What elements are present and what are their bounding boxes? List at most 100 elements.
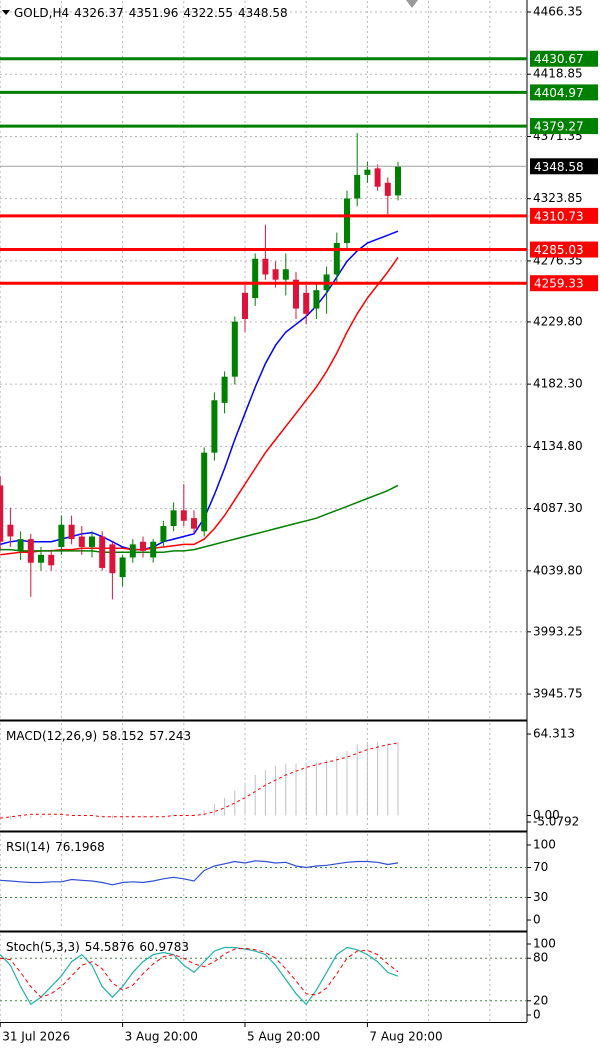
candle-body bbox=[99, 536, 106, 568]
panel-title: GOLD,H4 bbox=[14, 6, 69, 20]
candle-body bbox=[191, 518, 197, 529]
y-tick-label: 4323.85 bbox=[533, 191, 583, 205]
candle-body bbox=[129, 544, 136, 558]
header-value: 57.243 bbox=[149, 729, 191, 743]
panel-header: RSI(14) 76.1968 bbox=[6, 840, 105, 854]
candle-body bbox=[48, 554, 55, 566]
candle-body bbox=[119, 557, 126, 578]
panel-header: GOLD,H4 4326.37 4351.96 4322.55 4348.58 bbox=[14, 6, 288, 20]
level-label: 4285.03 bbox=[534, 243, 584, 257]
candle-body bbox=[374, 168, 381, 187]
candle-body bbox=[303, 292, 310, 314]
candle-body bbox=[180, 510, 187, 521]
y-tick-label: 3993.25 bbox=[533, 624, 583, 638]
panel-header: Stoch(5,3,3) 54.5876 60.9783 bbox=[6, 940, 189, 954]
line bbox=[0, 230, 399, 551]
line bbox=[0, 256, 399, 556]
line bbox=[0, 742, 399, 819]
level-label-box bbox=[530, 84, 598, 101]
level-label: 4404.97 bbox=[534, 86, 584, 100]
candle-body bbox=[170, 510, 177, 527]
y-tick-label: 0 bbox=[533, 1007, 541, 1021]
y-tick-label: 4229.80 bbox=[533, 314, 583, 328]
header-value: 4322.55 bbox=[183, 6, 233, 20]
y-tick-label: 4418.85 bbox=[533, 67, 583, 81]
y-tick-label: 3945.75 bbox=[533, 687, 583, 701]
level-label-box bbox=[530, 241, 598, 258]
y-tick-label: 30 bbox=[533, 890, 548, 904]
candle-body bbox=[272, 269, 279, 280]
candle-body bbox=[364, 169, 371, 175]
x-tick-label: 7 Aug 20:00 bbox=[369, 1030, 442, 1044]
level-label-box bbox=[530, 275, 598, 292]
candle-body bbox=[27, 539, 34, 563]
candle-body bbox=[78, 536, 85, 547]
candle-body bbox=[58, 524, 65, 547]
level-label-box bbox=[530, 118, 598, 135]
candle-body bbox=[282, 269, 289, 280]
last-price-box bbox=[530, 158, 598, 175]
candle-body bbox=[344, 198, 350, 244]
x-tick-label: 3 Aug 20:00 bbox=[125, 1030, 198, 1044]
candle-body bbox=[150, 541, 157, 558]
x-tick-label: 31 Jul 2026 bbox=[2, 1030, 70, 1044]
y-tick-label: 4039.80 bbox=[533, 563, 583, 577]
level-label: 4259.33 bbox=[534, 277, 584, 291]
candle-body bbox=[395, 166, 401, 196]
candle-body bbox=[160, 526, 167, 542]
candle-body bbox=[17, 539, 24, 551]
candle-body bbox=[354, 174, 361, 199]
header-value: 76.1968 bbox=[55, 840, 105, 854]
y-tick-label: -5.0792 bbox=[533, 814, 579, 828]
shift-marker bbox=[406, 0, 418, 8]
candle-body bbox=[109, 544, 116, 574]
candle-body bbox=[201, 452, 208, 532]
candle-body bbox=[68, 524, 75, 540]
header-value: 54.5876 bbox=[85, 940, 135, 954]
line bbox=[0, 946, 399, 1006]
candle-body bbox=[221, 376, 228, 403]
header-value: 4348.58 bbox=[238, 6, 288, 20]
y-tick-label: 4466.35 bbox=[533, 4, 583, 18]
y-tick-label: 0 bbox=[533, 913, 541, 927]
candle-body bbox=[313, 290, 320, 309]
level-label: 4379.27 bbox=[534, 120, 584, 134]
last-price-label: 4348.58 bbox=[534, 160, 584, 174]
candle-body bbox=[293, 279, 299, 309]
candle-body bbox=[89, 536, 95, 547]
header-value: 60.9783 bbox=[139, 940, 189, 954]
candle-body bbox=[231, 321, 238, 377]
level-label-box bbox=[530, 207, 598, 224]
candle-body bbox=[38, 554, 44, 563]
y-tick-label: 80 bbox=[533, 951, 548, 965]
level-label: 4430.67 bbox=[534, 52, 584, 66]
y-tick-label: 100 bbox=[533, 937, 556, 951]
panel-title: Stoch(5,3,3) bbox=[6, 940, 80, 954]
panel-title: MACD(12,26,9) bbox=[6, 729, 97, 743]
line bbox=[0, 484, 399, 553]
candle-body bbox=[211, 400, 218, 453]
y-tick-label: 64.313 bbox=[533, 727, 575, 741]
y-tick-label: 4087.30 bbox=[533, 501, 583, 515]
panel-header: MACD(12,26,9) 58.152 57.243 bbox=[6, 729, 191, 743]
y-tick-label: 70 bbox=[533, 860, 548, 874]
candle-body bbox=[333, 243, 340, 275]
header-value: 58.152 bbox=[102, 729, 144, 743]
candle-body bbox=[242, 292, 248, 320]
level-label-box bbox=[530, 50, 598, 67]
y-tick-label: 0.00 bbox=[533, 808, 560, 822]
candle-body bbox=[7, 524, 14, 537]
y-tick-label: 20 bbox=[533, 993, 548, 1007]
candle-body bbox=[252, 258, 259, 299]
line bbox=[0, 860, 399, 886]
panel-title: RSI(14) bbox=[6, 840, 50, 854]
y-tick-label: 100 bbox=[533, 838, 556, 852]
y-tick-label: 4134.80 bbox=[533, 439, 583, 453]
candle-body bbox=[384, 182, 391, 196]
header-value: 4351.96 bbox=[129, 6, 179, 20]
menu-arrow bbox=[2, 10, 10, 15]
candle-body bbox=[140, 541, 146, 551]
